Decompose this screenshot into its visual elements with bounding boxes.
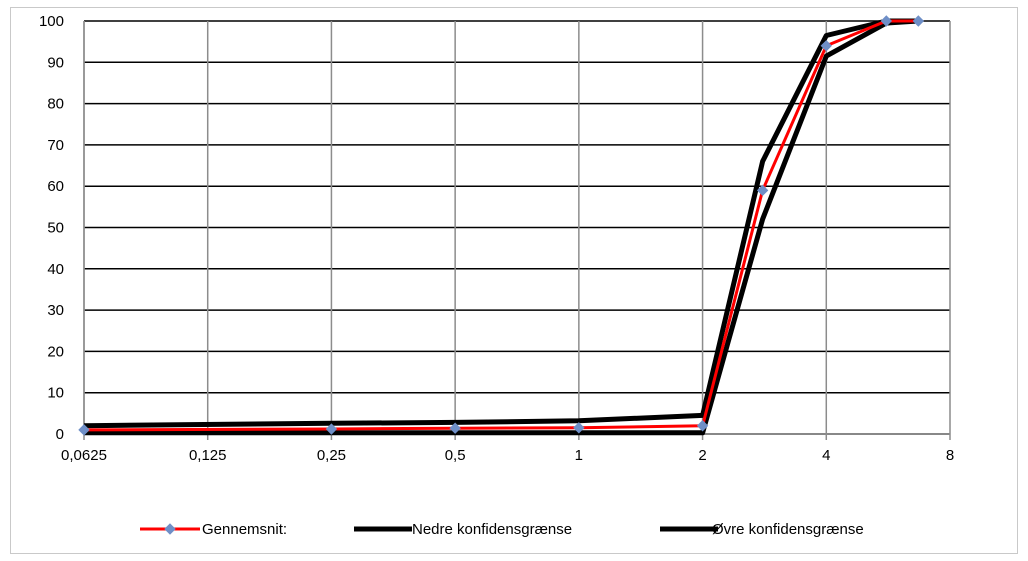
- x-tick-label: 0,5: [445, 447, 466, 464]
- data-point-marker: [78, 424, 90, 436]
- y-tick-label: 60: [47, 178, 64, 195]
- y-tick-label: 40: [47, 261, 64, 278]
- data-point-marker: [756, 184, 769, 197]
- x-tick-label: 8: [946, 447, 954, 464]
- data-point-marker: [449, 422, 461, 434]
- data-point-marker: [912, 15, 925, 27]
- y-tick-label: 10: [47, 385, 64, 402]
- y-axis-ticks: 0 10 20 30 40 50 60 70 80 90 100: [39, 13, 64, 443]
- y-tick-label: 80: [47, 96, 64, 113]
- series-markers: [78, 15, 925, 436]
- x-axis-ticks: 0,0625 0,125 0,25 0,5 1 2 4 8: [61, 447, 954, 464]
- x-tick-label: 0,0625: [61, 447, 107, 464]
- y-tick-label: 0: [56, 426, 64, 443]
- legend: Gennemsnit: Nedre konfidensgrænse Øvre kon…: [140, 521, 864, 538]
- data-point-marker: [573, 422, 585, 434]
- legend-label-0: Gennemsnit:: [202, 521, 287, 538]
- gridlines: [83, 20, 951, 440]
- y-tick-label: 100: [39, 13, 64, 30]
- x-tick-label: 0,25: [317, 447, 346, 464]
- chart-frame: [10, 7, 1018, 554]
- x-tick-label: 4: [822, 447, 830, 464]
- x-tick-label: 2: [698, 447, 706, 464]
- data-point-marker: [696, 420, 709, 432]
- data-point-marker: [820, 40, 832, 52]
- y-tick-label: 70: [47, 137, 64, 154]
- series-line-1: [84, 18, 919, 436]
- x-tick-label: 1: [575, 447, 583, 464]
- legend-marker: [164, 523, 176, 535]
- series-line-0: [83, 19, 919, 432]
- x-tick-label: 0,125: [189, 447, 227, 464]
- y-tick-label: 30: [47, 302, 64, 319]
- data-point-marker: [880, 15, 893, 27]
- series-line-2: [83, 18, 919, 429]
- y-tick-label: 50: [47, 220, 64, 237]
- legend-label-1: Nedre konfidensgrænse: [412, 521, 572, 538]
- y-tick-label: 20: [47, 343, 64, 360]
- data-point-marker: [325, 423, 338, 435]
- legend-label-2: Øvre konfidensgrænse: [712, 521, 864, 538]
- y-tick-label: 90: [47, 54, 64, 71]
